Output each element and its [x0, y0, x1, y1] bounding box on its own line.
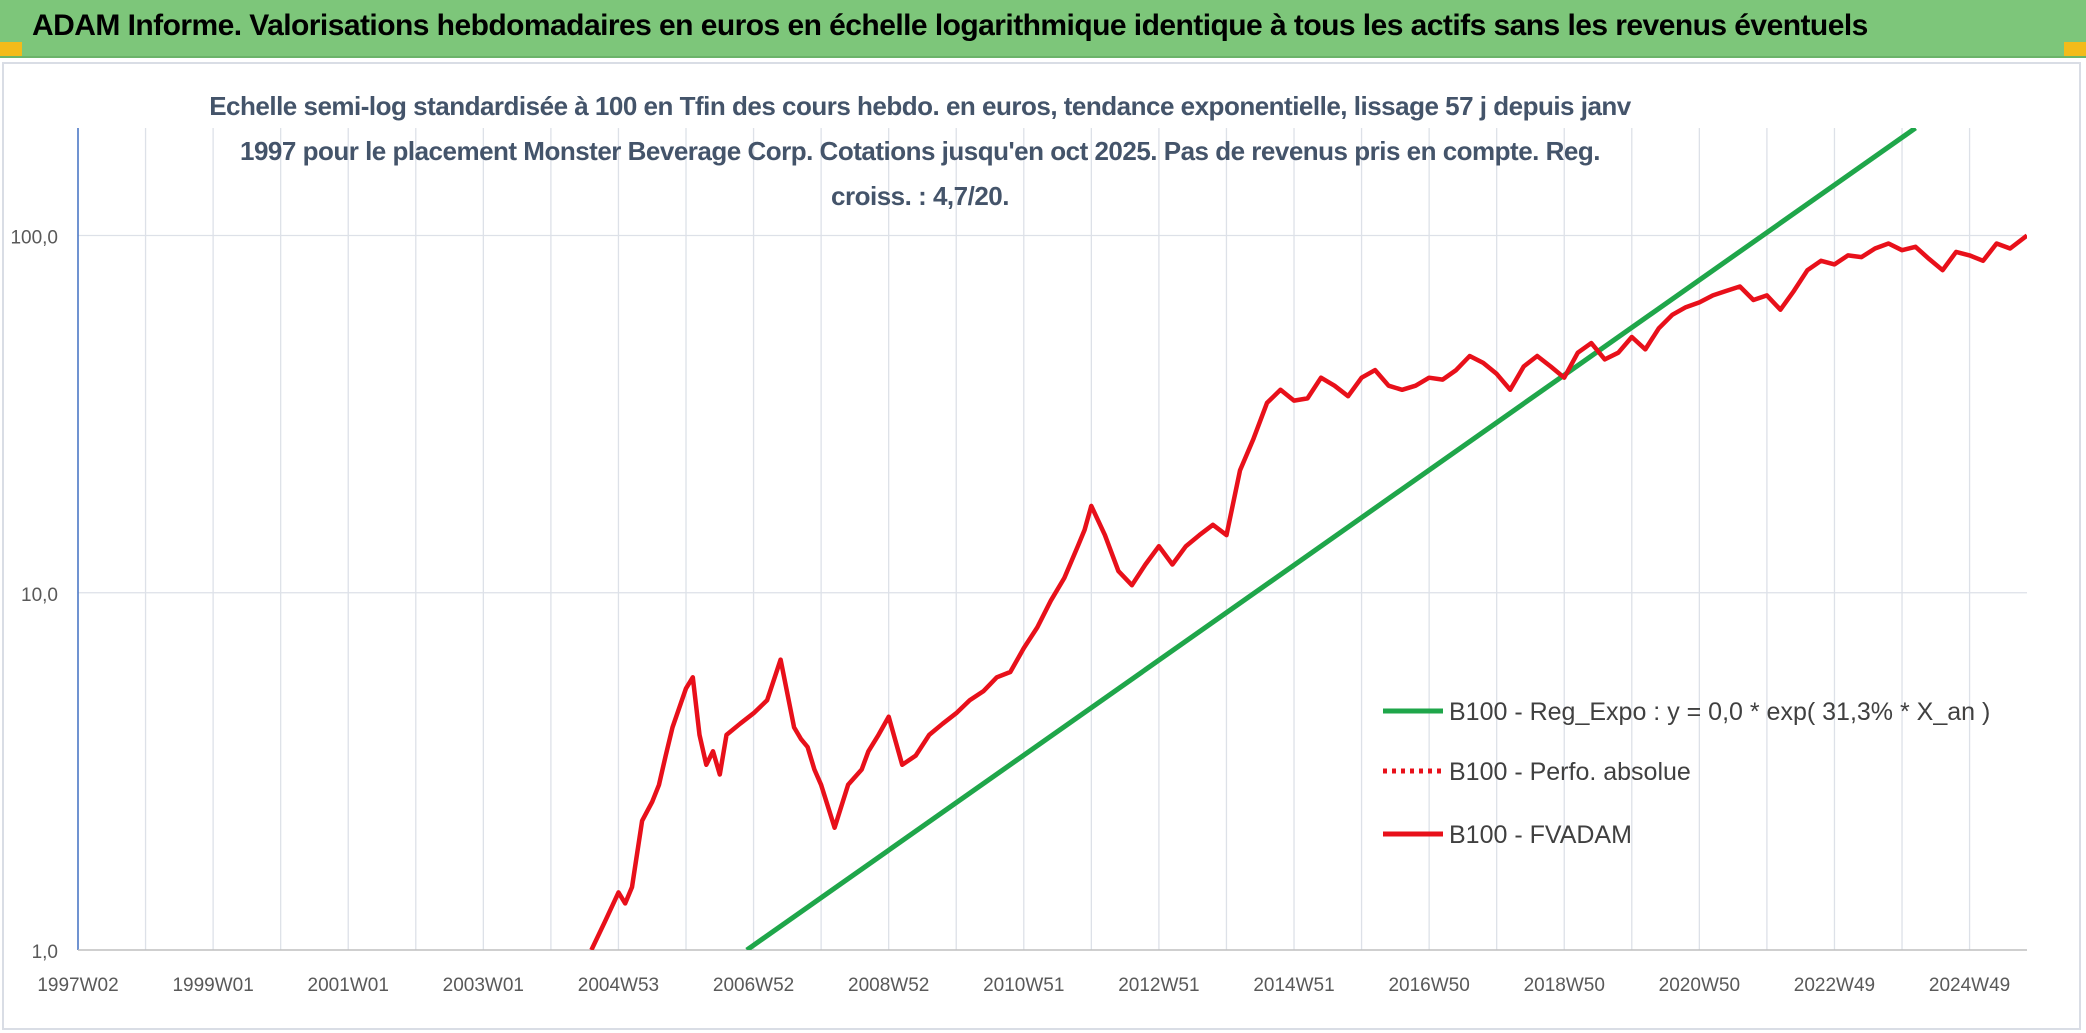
- banner-title: ADAM Informe. Valorisations hebdomadaire…: [32, 9, 1868, 42]
- x-tick-label: 1999W01: [172, 975, 253, 996]
- x-tick-label: 1997W02: [37, 975, 118, 996]
- y-tick-label: 1,0: [32, 942, 58, 963]
- x-tick-label: 2010W51: [983, 975, 1064, 996]
- x-tick-label: 2004W53: [578, 975, 659, 996]
- legend-perfo-absolue-label: B100 - Perfo. absolue: [1449, 758, 1691, 786]
- chart-title: Echelle semi-log standardisée à 100 en T…: [209, 91, 1631, 211]
- x-tick-label: 2024W49: [1929, 975, 2010, 996]
- corner-marker-left: [0, 42, 22, 56]
- x-tick-label: 2001W01: [308, 975, 389, 996]
- x-tick-label: 2020W50: [1659, 975, 1740, 996]
- legend-fvadam-label: B100 - FVADAM: [1449, 821, 1632, 849]
- x-tick-label: 2003W01: [443, 975, 524, 996]
- x-tick-label: 2016W50: [1388, 975, 1469, 996]
- title-banner: ADAM Informe. Valorisations hebdomadaire…: [0, 0, 2086, 58]
- x-tick-label: 2008W52: [848, 975, 929, 996]
- x-tick-label: 2014W51: [1253, 975, 1334, 996]
- series-reg-expo-line: [745, 128, 1917, 950]
- y-tick-label: 10,0: [21, 585, 58, 606]
- x-tick-label: 2006W52: [713, 975, 794, 996]
- legend-reg-expo-label: B100 - Reg_Expo : y = 0,0 * exp( 31,3% *…: [1449, 698, 1990, 726]
- x-tick-label: 2012W51: [1118, 975, 1199, 996]
- series-fvadam-line: [589, 233, 2027, 950]
- x-tick-label: 2022W49: [1794, 975, 1875, 996]
- corner-marker-right: [2064, 42, 2086, 56]
- y-tick-label: 100,0: [10, 228, 58, 249]
- x-tick-label: 2018W50: [1524, 975, 1605, 996]
